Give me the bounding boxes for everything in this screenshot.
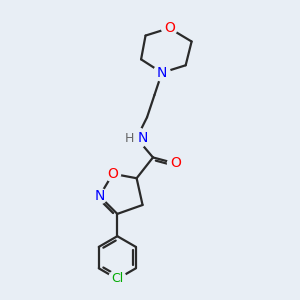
Text: N: N: [157, 66, 167, 80]
Text: N: N: [94, 189, 105, 203]
Circle shape: [92, 188, 107, 204]
Text: N: N: [138, 131, 148, 145]
Text: O: O: [107, 167, 118, 181]
Text: H: H: [124, 132, 134, 145]
Circle shape: [108, 270, 126, 288]
Circle shape: [154, 64, 170, 81]
Circle shape: [105, 166, 121, 182]
Text: Cl: Cl: [111, 272, 123, 286]
Circle shape: [162, 20, 177, 36]
Circle shape: [126, 128, 147, 148]
Circle shape: [167, 156, 183, 171]
Text: O: O: [164, 21, 175, 35]
Text: O: O: [170, 156, 181, 170]
